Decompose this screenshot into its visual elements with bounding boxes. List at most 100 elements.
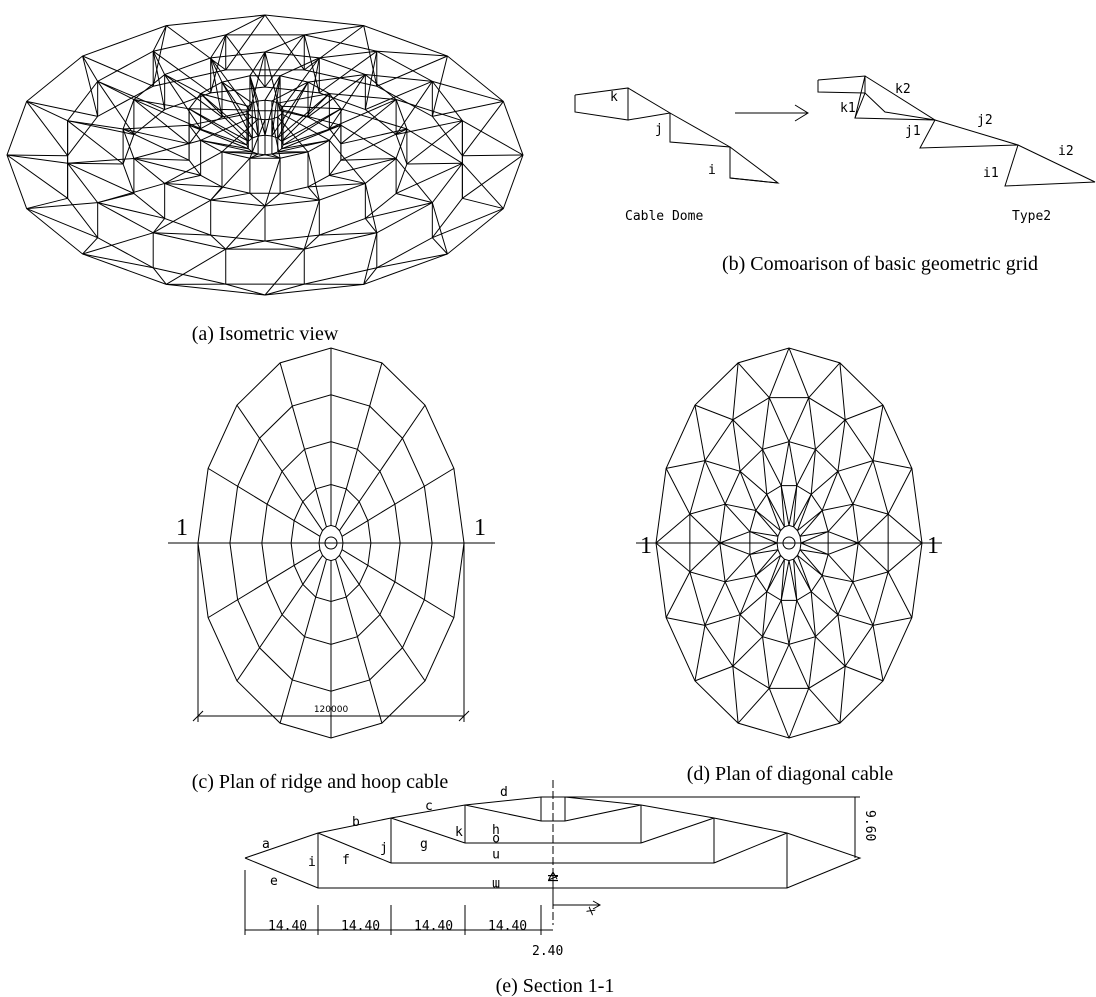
- diagonal: [689, 571, 726, 583]
- diagonal: [328, 74, 366, 129]
- diagonal: [852, 571, 889, 583]
- grid-name: Cable Dome: [625, 209, 703, 224]
- diagonal: [766, 494, 785, 528]
- diagonal: [82, 55, 154, 87]
- diagonal: [788, 347, 810, 398]
- span-label: 14.40: [488, 919, 527, 934]
- diagonal: [793, 494, 812, 528]
- member-label: m: [492, 876, 500, 891]
- diagonal: [6, 154, 68, 157]
- diagonal: [872, 405, 884, 461]
- caption: (a) Isometric view: [192, 323, 339, 345]
- diagonal: [788, 600, 798, 645]
- diagonal: [768, 644, 790, 689]
- diagonal: [788, 397, 810, 442]
- diagonal: [164, 182, 223, 188]
- diagonal: [363, 25, 378, 87]
- ridge: [364, 183, 378, 233]
- diagonal: [766, 555, 782, 592]
- diagonal: [376, 253, 448, 269]
- ridge: [339, 404, 426, 531]
- diagonal: [887, 513, 923, 544]
- diagonal: [655, 513, 691, 544]
- diagonal: [780, 441, 790, 486]
- diagonal: [768, 397, 790, 442]
- diagonal: [329, 99, 397, 130]
- diagonal: [796, 449, 816, 486]
- node-label: j1: [905, 124, 921, 139]
- offset-label: 2.40: [532, 944, 563, 959]
- ridge: [82, 55, 99, 82]
- diagonal: [810, 591, 816, 637]
- diagonal: [281, 93, 330, 142]
- diagonal: [739, 471, 757, 511]
- diagonal: [133, 157, 201, 176]
- diagonal: [365, 80, 433, 111]
- ridge: [307, 151, 320, 201]
- ridge: [282, 109, 342, 126]
- ridge: [339, 555, 426, 682]
- diagonal: [225, 283, 266, 296]
- grid-line: [669, 112, 731, 148]
- ridge: [152, 199, 211, 234]
- ridge: [236, 555, 323, 682]
- diagonal: [188, 124, 249, 150]
- diagonal: [431, 237, 448, 255]
- diagonal: [82, 237, 99, 255]
- diagonal: [821, 575, 839, 615]
- diagonal: [887, 542, 923, 573]
- span-label: 14.40: [341, 919, 380, 934]
- diagonal: [164, 174, 201, 184]
- ridge: [152, 50, 166, 75]
- ridge: [281, 113, 330, 141]
- diagonal: [822, 575, 853, 583]
- member-label: h: [492, 823, 500, 838]
- diagonal: [67, 120, 135, 136]
- diagonal: [264, 34, 305, 88]
- diagonal: [755, 549, 779, 576]
- ridge: [67, 120, 124, 130]
- diagonal: [365, 202, 433, 219]
- ridge: [432, 80, 504, 102]
- diagonal: [133, 99, 190, 145]
- diagonal: [852, 460, 874, 505]
- diagonal: [766, 558, 785, 592]
- diagonal: [766, 494, 782, 531]
- diagonal: [188, 108, 248, 146]
- section-mark: 1: [927, 533, 939, 559]
- diagonal: [152, 218, 166, 234]
- ridge: [279, 362, 327, 527]
- diagonal: [694, 625, 706, 681]
- diagonal: [762, 600, 782, 637]
- diagonal: [282, 108, 342, 146]
- diagonal: [749, 542, 778, 555]
- diagonal: [307, 57, 320, 118]
- node-label: k2: [895, 82, 911, 97]
- diagonal: [788, 644, 810, 689]
- diagonal: [780, 559, 785, 601]
- diagonal: [844, 404, 884, 421]
- diagonal: [279, 57, 320, 112]
- member-label: n: [492, 847, 500, 862]
- diagonal: [319, 232, 377, 236]
- diagonal: [26, 208, 98, 239]
- ridge: [225, 205, 266, 250]
- ridge: [341, 467, 455, 537]
- member-label: i: [308, 855, 316, 870]
- diagonal: [395, 120, 463, 136]
- diagonal: [363, 267, 378, 285]
- diagonal: [462, 154, 524, 157]
- span-label: 14.40: [414, 919, 453, 934]
- diagonal: [376, 55, 448, 87]
- diagonal: [739, 575, 757, 615]
- caption: (e) Section 1-1: [496, 975, 615, 997]
- ridge: [271, 81, 309, 102]
- grid-line: [627, 87, 780, 184]
- diagonal: [732, 362, 739, 420]
- diagonal: [364, 218, 378, 234]
- diagonal: [188, 108, 249, 142]
- diagonal: [799, 549, 829, 555]
- diagonal: [796, 494, 812, 531]
- caption: (b) Comoarison of basic geometric grid: [722, 253, 1038, 275]
